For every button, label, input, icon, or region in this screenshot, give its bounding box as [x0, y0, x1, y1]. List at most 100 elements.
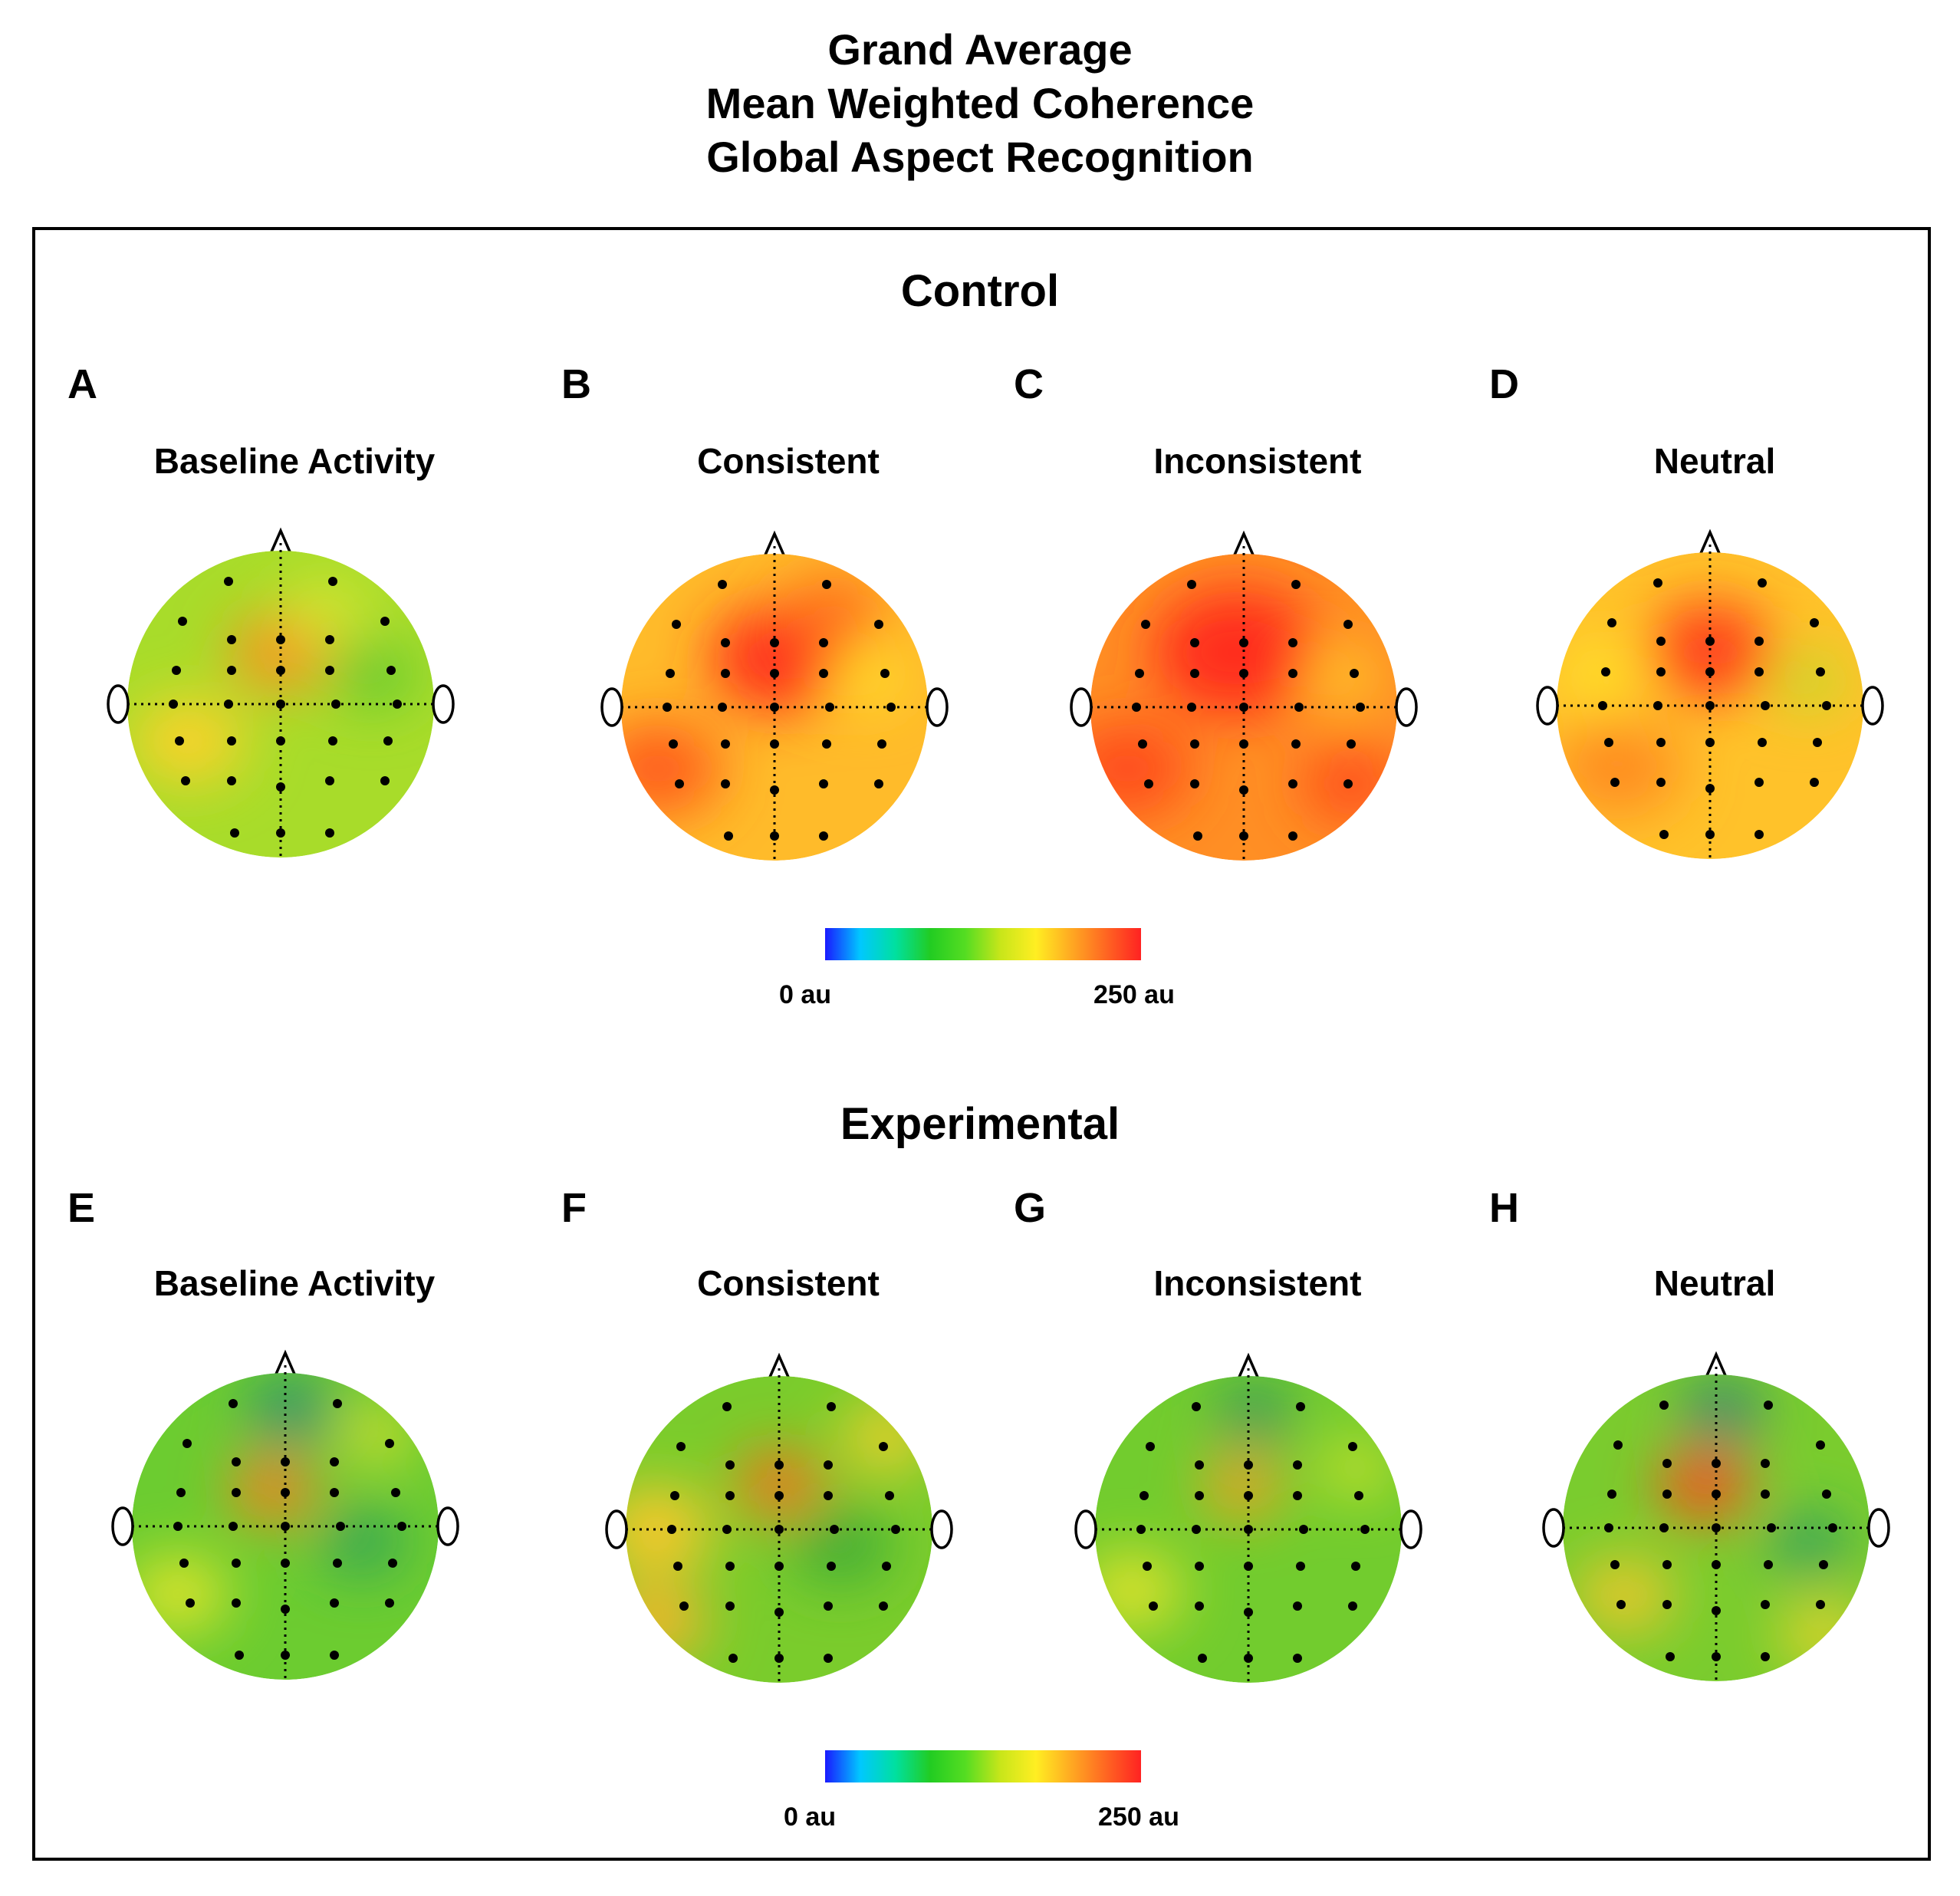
electrode-dot: [393, 699, 402, 709]
electrode-dot: [1816, 1440, 1825, 1450]
electrode-dot: [1705, 667, 1715, 676]
right-ear-marker: [436, 1506, 459, 1546]
electrode-dot: [725, 1460, 735, 1470]
electrode-dot: [227, 776, 236, 785]
electrode-dot: [1758, 578, 1767, 588]
electrode-dot: [675, 779, 684, 788]
panel-letter-h: H: [1489, 1185, 1519, 1231]
electrode-dot: [1195, 1460, 1204, 1470]
electrode-dot: [822, 739, 831, 749]
electrode-dot: [1187, 580, 1196, 589]
electrode-dot: [325, 828, 334, 838]
electrode-dot: [1192, 1402, 1201, 1411]
electrode-dot: [1293, 1491, 1302, 1500]
electrode-dot: [1653, 578, 1662, 588]
electrode-dot: [178, 617, 187, 626]
nose-marker: [1232, 530, 1256, 559]
electrode-dot: [1659, 1401, 1669, 1410]
electrode-dot: [1149, 1601, 1158, 1611]
electrode-dot: [1239, 638, 1248, 647]
panel-title-d: Neutral: [1653, 441, 1776, 481]
panel-title-h: Neutral: [1653, 1263, 1776, 1303]
electrode-dot: [330, 1598, 339, 1608]
electrode-dot: [666, 669, 675, 678]
electrode-dot: [328, 577, 337, 586]
electrode-dot: [227, 666, 236, 675]
electrode-dot: [1754, 637, 1764, 646]
electrode-dot: [1653, 701, 1662, 710]
electrode-dot: [173, 1522, 183, 1531]
right-ear-marker: [930, 1509, 953, 1549]
electrode-dot: [1195, 1562, 1204, 1571]
electrode-dot: [380, 776, 390, 785]
electrode-dot: [1758, 738, 1767, 747]
electrode-dot: [770, 785, 779, 795]
electrode-dot: [232, 1457, 241, 1466]
electrode-dot: [1348, 1601, 1357, 1611]
electrode-dot: [874, 779, 883, 788]
electrode-dot: [1662, 1600, 1672, 1609]
electrode-dot: [819, 638, 828, 647]
electrode-dot: [1190, 638, 1199, 647]
electrode-dot: [1244, 1562, 1253, 1571]
electrode-dot: [819, 779, 828, 788]
electrode-dot: [819, 831, 828, 841]
panel-title-g: Inconsistent: [1153, 1263, 1362, 1303]
colorbar-gradient: [825, 928, 1141, 960]
electrode-dot: [774, 1491, 784, 1500]
electrode-dot: [1244, 1525, 1253, 1534]
electrode-dot: [281, 1605, 290, 1614]
panel-title-b: Consistent: [697, 441, 880, 481]
electrode-dot: [383, 736, 393, 746]
electrode-dot: [1294, 703, 1304, 712]
electrode-dot: [676, 1442, 686, 1451]
electrode-dot: [877, 739, 886, 749]
electrode-dot: [1712, 1459, 1721, 1468]
panel-letter-f: F: [561, 1185, 587, 1231]
electrode-dot: [169, 699, 178, 709]
electrode-dot: [385, 1598, 394, 1608]
electrode-dot: [670, 1491, 679, 1500]
electrode-dot: [1659, 830, 1669, 839]
electrode-dot: [718, 703, 727, 712]
headmap-e: [111, 1349, 459, 1683]
electrode-dot: [770, 669, 779, 678]
electrode-dot: [885, 1491, 894, 1500]
electrode-dot: [774, 1525, 784, 1534]
colorbar-control: [825, 928, 1141, 960]
electrode-dot: [1666, 1652, 1675, 1661]
electrode-dot: [281, 1488, 290, 1497]
electrode-dot: [1813, 738, 1822, 747]
electrode-dot: [1239, 785, 1248, 795]
electrode-dot: [276, 782, 285, 792]
electrode-dot: [1144, 779, 1153, 788]
electrode-dot: [1761, 1652, 1770, 1661]
electrode-dot: [1656, 778, 1666, 787]
headmap-g: [1074, 1352, 1422, 1686]
electrode-dot: [1288, 831, 1297, 841]
electrode-dot: [1754, 667, 1764, 676]
electrode-dot: [827, 1402, 836, 1411]
electrode-dot: [1293, 1460, 1302, 1470]
colorbar-control-min: 0 au: [779, 980, 832, 1009]
left-ear-marker: [1542, 1508, 1565, 1548]
electrode-dot: [1190, 739, 1199, 749]
electrode-dot: [1141, 620, 1150, 629]
electrode-dot: [1810, 778, 1819, 787]
electrode-dot: [175, 736, 184, 746]
electrode-dot: [1244, 1460, 1253, 1470]
electrode-dot: [1764, 1401, 1773, 1410]
electrode-dot: [1132, 703, 1141, 712]
group-title-control: Control: [900, 266, 1060, 316]
electrode-dot: [1136, 1525, 1146, 1534]
electrode-dot: [1604, 738, 1613, 747]
electrode-dot: [276, 699, 285, 709]
electrode-dot: [1656, 667, 1666, 676]
left-ear-marker: [605, 1509, 628, 1549]
electrode-dot: [325, 776, 334, 785]
electrode-dot: [728, 1654, 738, 1663]
electrode-dot: [879, 1601, 888, 1611]
electrode-dot: [1244, 1654, 1253, 1663]
electrode-dot: [1293, 1654, 1302, 1663]
group-title-experimental: Experimental: [840, 1099, 1120, 1149]
